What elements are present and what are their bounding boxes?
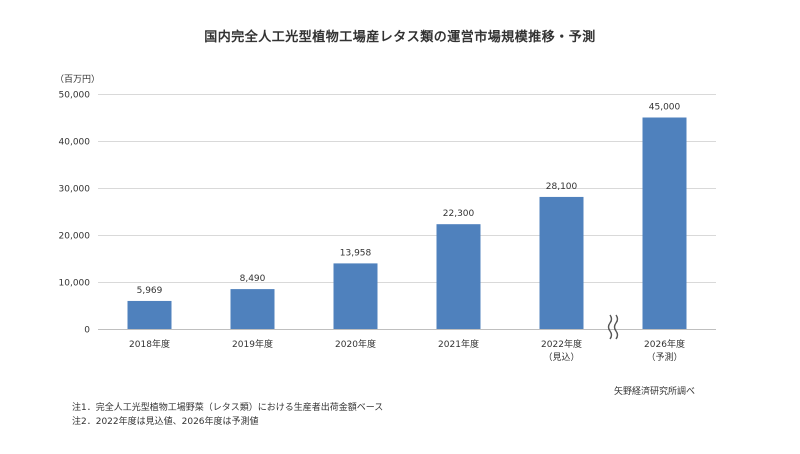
- footnote-1: 注1．完全人工光型植物工場野菜（レタス類）における生産者出荷金額ベース: [72, 403, 384, 413]
- grid-lines: [98, 94, 716, 330]
- y-axis-tick-labels: 0 10,000 20,000 30,000 40,000 50,000: [59, 91, 91, 336]
- chart-title: 国内完全人工光型植物工場産レタス類の運営市場規模推移・予測: [204, 30, 596, 45]
- bar: [436, 224, 481, 329]
- y-tick-label: 20,000: [59, 232, 91, 242]
- bar: [642, 117, 687, 329]
- bar: [127, 300, 172, 329]
- y-tick-label: 30,000: [59, 185, 91, 195]
- x-tick-label: 2022年度: [541, 338, 582, 350]
- axis-break-mark: [607, 314, 619, 340]
- x-tick-label: 2018年度: [129, 338, 170, 350]
- y-axis-unit-label: （百万円）: [55, 75, 101, 85]
- data-labels: 5,969 8,490 13,958 22,300 28,100 45,000: [137, 103, 681, 296]
- y-tick-label: 40,000: [59, 138, 91, 148]
- x-tick-sublabel: （予測）: [646, 351, 682, 363]
- bar: [539, 196, 584, 329]
- bars: [127, 117, 687, 329]
- y-tick-label: 10,000: [59, 279, 91, 289]
- y-tick-label: 50,000: [59, 91, 91, 101]
- data-label: 45,000: [649, 103, 681, 113]
- x-tick-label: 2021年度: [438, 338, 479, 350]
- data-label: 13,958: [340, 248, 372, 258]
- source-credit: 矢野経済研究所調べ: [614, 387, 696, 397]
- x-tick-label: 2019年度: [232, 338, 273, 350]
- y-tick-label: 0: [84, 326, 90, 336]
- x-axis-tick-labels: 2018年度 2019年度 2020年度 2021年度 2022年度 （見込） 2026年度…: [129, 338, 685, 363]
- data-label: 28,100: [546, 182, 578, 192]
- x-tick-label: 2026年度: [644, 338, 685, 350]
- axis-break-stroke: [607, 314, 613, 340]
- data-label: 22,300: [443, 209, 475, 219]
- data-label: 8,490: [240, 274, 266, 284]
- footnote-2: 注2．2022年度は見込値、2026年度は予測値: [72, 417, 259, 427]
- data-label: 5,969: [137, 286, 163, 296]
- x-tick-sublabel: （見込）: [543, 352, 579, 363]
- bar: [230, 289, 275, 329]
- axis-break-stroke: [613, 314, 619, 340]
- x-tick-label: 2020年度: [335, 338, 376, 350]
- bar: [333, 263, 378, 329]
